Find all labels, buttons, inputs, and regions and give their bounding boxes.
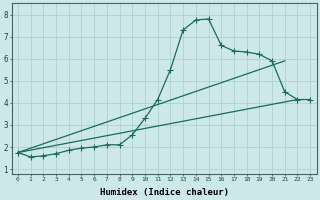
X-axis label: Humidex (Indice chaleur): Humidex (Indice chaleur) xyxy=(100,188,228,197)
